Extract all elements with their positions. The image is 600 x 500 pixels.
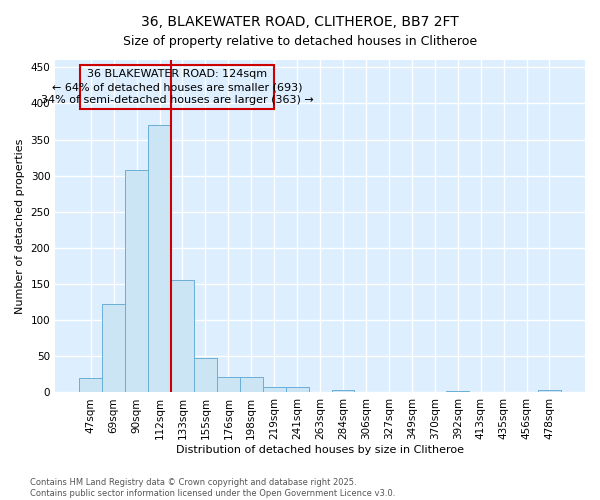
Y-axis label: Number of detached properties: Number of detached properties: [15, 138, 25, 314]
Bar: [538, 390, 561, 392]
Bar: [79, 378, 102, 392]
Bar: [217, 376, 240, 392]
Bar: [148, 125, 171, 392]
Text: Contains HM Land Registry data © Crown copyright and database right 2025.
Contai: Contains HM Land Registry data © Crown c…: [30, 478, 395, 498]
Bar: [102, 304, 125, 392]
Bar: [125, 170, 148, 392]
Text: Size of property relative to detached houses in Clitheroe: Size of property relative to detached ho…: [123, 35, 477, 48]
Bar: [332, 390, 355, 392]
Text: 36, BLAKEWATER ROAD, CLITHEROE, BB7 2FT: 36, BLAKEWATER ROAD, CLITHEROE, BB7 2FT: [141, 15, 459, 29]
Bar: [80, 65, 274, 109]
Bar: [194, 358, 217, 392]
X-axis label: Distribution of detached houses by size in Clitheroe: Distribution of detached houses by size …: [176, 445, 464, 455]
Bar: [446, 391, 469, 392]
Bar: [171, 280, 194, 392]
Bar: [240, 378, 263, 392]
Bar: [263, 386, 286, 392]
Text: 36 BLAKEWATER ROAD: 124sqm
← 64% of detached houses are smaller (693)
34% of sem: 36 BLAKEWATER ROAD: 124sqm ← 64% of deta…: [41, 69, 314, 106]
Bar: [286, 388, 308, 392]
